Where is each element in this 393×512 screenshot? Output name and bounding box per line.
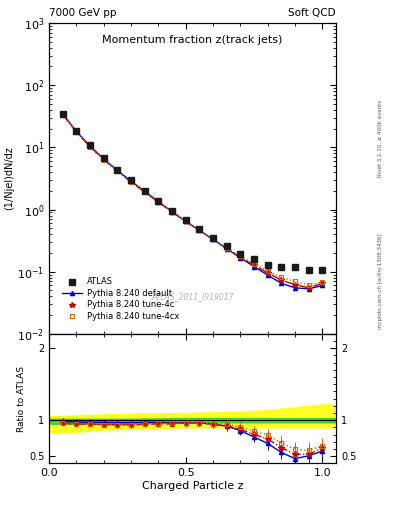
Text: mcplots.cern.ch [arXiv:1306.3436]: mcplots.cern.ch [arXiv:1306.3436] bbox=[378, 234, 383, 329]
Y-axis label: Ratio to ATLAS: Ratio to ATLAS bbox=[17, 366, 26, 432]
Line: ATLAS: ATLAS bbox=[60, 111, 325, 273]
ATLAS bbox=[252, 257, 256, 263]
ATLAS bbox=[170, 207, 174, 214]
ATLAS bbox=[88, 142, 92, 148]
ATLAS bbox=[197, 226, 202, 232]
X-axis label: Charged Particle z: Charged Particle z bbox=[142, 481, 243, 491]
Legend: ATLAS, Pythia 8.240 default, Pythia 8.240 tune-4c, Pythia 8.240 tune-4cx: ATLAS, Pythia 8.240 default, Pythia 8.24… bbox=[59, 275, 182, 324]
ATLAS bbox=[293, 264, 298, 270]
ATLAS bbox=[224, 243, 229, 249]
Text: Momentum fraction z(track jets): Momentum fraction z(track jets) bbox=[103, 35, 283, 46]
ATLAS bbox=[306, 267, 311, 273]
ATLAS bbox=[61, 111, 65, 117]
ATLAS bbox=[279, 264, 284, 270]
Y-axis label: (1/Njel)dN/dz: (1/Njel)dN/dz bbox=[4, 146, 15, 210]
Text: Rivet 3.1.10, ≥ 400k events: Rivet 3.1.10, ≥ 400k events bbox=[378, 100, 383, 177]
ATLAS bbox=[142, 187, 147, 194]
ATLAS bbox=[211, 235, 215, 241]
ATLAS bbox=[101, 155, 106, 161]
ATLAS bbox=[129, 177, 134, 183]
ATLAS bbox=[74, 127, 79, 134]
ATLAS bbox=[265, 262, 270, 268]
ATLAS bbox=[156, 198, 161, 204]
Text: 7000 GeV pp: 7000 GeV pp bbox=[49, 8, 117, 18]
ATLAS bbox=[184, 217, 188, 223]
ATLAS bbox=[320, 267, 325, 273]
Text: Soft QCD: Soft QCD bbox=[288, 8, 336, 18]
Text: ATLAS_2011_I919017: ATLAS_2011_I919017 bbox=[151, 292, 234, 301]
ATLAS bbox=[238, 250, 243, 257]
ATLAS bbox=[115, 166, 120, 173]
